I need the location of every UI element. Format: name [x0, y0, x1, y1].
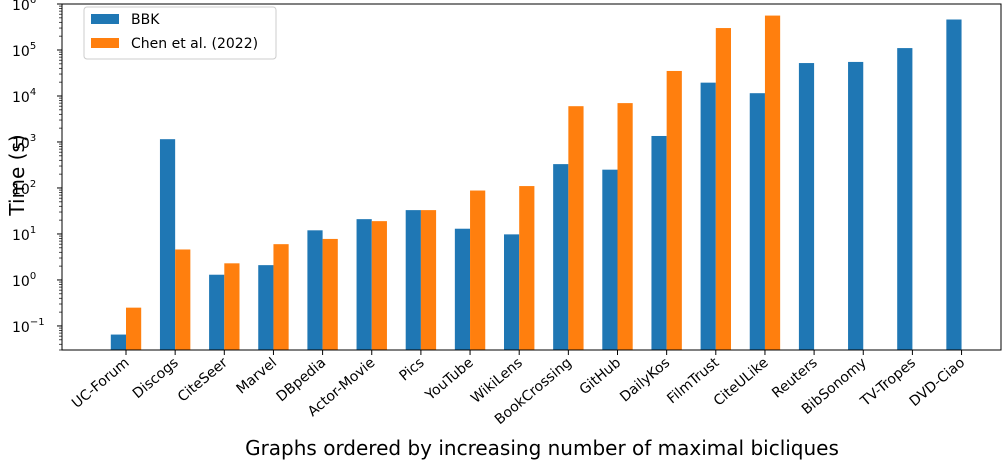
- bar-bbk-bibsonomy: [848, 61, 864, 351]
- x-tick-label: YouTube: [422, 355, 477, 404]
- x-tick-label: Discogs: [130, 355, 182, 402]
- legend-box: [83, 6, 277, 60]
- y-tick-label: 100: [12, 271, 36, 290]
- bar-bbk-citeseer: [209, 274, 225, 350]
- x-tick-label: Pics: [396, 355, 427, 385]
- x-tick-label: DailyKos: [617, 355, 673, 406]
- bar-chen-dbpedia: [322, 238, 338, 350]
- y-axis-label: Time (s): [5, 134, 29, 216]
- bars: [110, 15, 962, 351]
- bar-bbk-tv-tropes: [897, 48, 913, 351]
- bar-chen-github: [617, 103, 633, 350]
- x-tick-label: GitHub: [577, 355, 625, 399]
- x-tick-label: UC-Forum: [69, 355, 133, 412]
- bar-bbk-youtube: [454, 228, 471, 350]
- bar-bbk-discogs: [159, 139, 176, 350]
- y-tick-label: 104: [12, 87, 36, 106]
- bar-chen-filmtrust: [715, 28, 731, 351]
- y-tick-label: 106: [12, 0, 36, 14]
- bar-chen-bookcrossing: [568, 106, 584, 350]
- bar-chen-pics: [420, 210, 437, 350]
- legend-label-bbk: BBK: [131, 12, 160, 28]
- bar-chen-discogs: [175, 249, 191, 350]
- plot-frame: [61, 3, 1002, 351]
- bar-bbk-bookcrossing: [553, 164, 569, 350]
- y-tick-label: 105: [12, 41, 36, 60]
- bar-bbk-github: [602, 169, 618, 350]
- bar-bbk-wikilens: [504, 234, 520, 350]
- bar-bbk-filmtrust: [700, 82, 716, 351]
- bar-bbk-dvd-ciao: [946, 19, 962, 350]
- bar-chen-citeseer: [224, 263, 240, 350]
- bar-chen-marvel: [273, 244, 289, 350]
- bar-bbk-actor-movie: [356, 219, 372, 350]
- bar-bbk-uc-forum: [110, 334, 126, 350]
- bar-bbk-citeulike: [749, 93, 765, 350]
- legend-swatch-bbk: [91, 14, 119, 24]
- x-tick-label: Marvel: [234, 355, 280, 398]
- bar-bbk-dbpedia: [307, 230, 323, 350]
- bar-bbk-dailykos: [651, 135, 667, 350]
- legend: BBK Chen et al. (2022): [83, 6, 277, 60]
- bar-bbk-pics: [405, 210, 421, 350]
- legend-label-chen: Chen et al. (2022): [131, 36, 258, 52]
- bar-chen-youtube: [470, 190, 486, 350]
- y-tick-label: 101: [12, 225, 36, 244]
- x-axis-label: Graphs ordered by increasing number of m…: [245, 436, 839, 460]
- bar-chen-actor-movie: [371, 221, 387, 350]
- x-tick-label: CiteSeer: [175, 355, 231, 406]
- y-tick-label: 10−1: [12, 317, 45, 336]
- x-tick-label: CiteULike: [711, 355, 772, 410]
- legend-swatch-chen: [91, 38, 119, 48]
- x-tick-label: DVD-Ciao: [907, 355, 968, 410]
- bar-chen-citeulike: [764, 15, 781, 351]
- bar-bbk-marvel: [258, 265, 274, 350]
- bar-bbk-reuters: [798, 63, 815, 351]
- bar-chen-wikilens: [519, 186, 535, 350]
- bar-chen-uc-forum: [126, 307, 142, 350]
- bar-chen-dailykos: [666, 70, 682, 351]
